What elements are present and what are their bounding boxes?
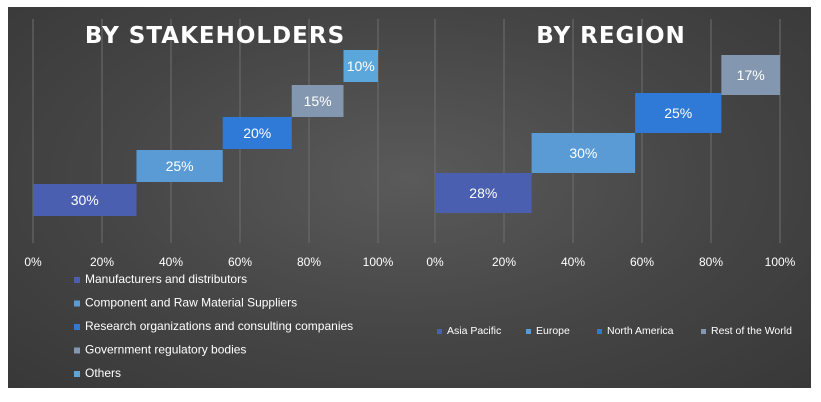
stakeholders-x-tick-label: 40% — [159, 255, 183, 269]
stakeholders-bar — [291, 85, 344, 117]
region-legend-swatch — [437, 329, 442, 334]
region-legend-label: Europe — [536, 325, 570, 337]
stakeholders-x-tick-label: 100% — [363, 255, 394, 269]
stakeholders-x-tick-label: 60% — [228, 255, 252, 269]
stakeholders-x-tick-label: 20% — [90, 255, 114, 269]
stakeholders-legend-label: Government regulatory bodies — [85, 343, 246, 357]
stakeholders-bar-data-label: 25% — [166, 158, 194, 174]
region-legend-label: Asia Pacific — [447, 325, 501, 337]
stakeholders-bar-data-label: 10% — [347, 58, 375, 74]
stakeholders-legend-label: Others — [85, 366, 121, 380]
stakeholders-legend-swatch — [74, 324, 80, 330]
region-bar — [435, 173, 532, 213]
stakeholders-bar-data-label: 15% — [304, 93, 332, 109]
region-legend-swatch — [526, 329, 531, 334]
stakeholders-bar — [33, 184, 137, 216]
stakeholders-bar-data-label: 30% — [71, 192, 99, 208]
region-chart-title: BY REGION — [536, 23, 686, 49]
region-x-tick-label: 40% — [561, 255, 585, 269]
stakeholders-chart-title: BY STAKEHOLDERS — [85, 23, 345, 49]
region-legend-label: Rest of the World — [711, 325, 792, 337]
region-bar — [721, 55, 780, 95]
region-legend-swatch — [597, 329, 602, 334]
region-bar-data-label: 17% — [737, 67, 765, 83]
region-bar-data-label: 30% — [569, 145, 597, 161]
region-x-tick-label: 20% — [492, 255, 516, 269]
stakeholders-bar — [343, 50, 378, 82]
stakeholders-x-tick-label: 80% — [297, 255, 321, 269]
stakeholders-bar — [136, 150, 223, 182]
stakeholders-legend-label: Component and Raw Material Suppliers — [85, 296, 297, 310]
stakeholders-bar-data-label: 20% — [243, 125, 271, 141]
region-legend-label: North America — [607, 325, 674, 337]
region-bar-data-label: 28% — [469, 185, 497, 201]
region-bar — [635, 93, 722, 133]
region-legend-swatch — [701, 329, 706, 334]
charts-svg: 0% 20% 40% 60% 80% 100% BY STAKEHOLDERS 30% 25% 2… — [24, 19, 796, 380]
chart-canvas: 0% 20% 40% 60% 80% 100% BY STAKEHOLDERS 30% 25% 2… — [8, 7, 811, 388]
stakeholders-bar — [222, 117, 292, 149]
stakeholders-legend-swatch — [74, 371, 80, 377]
stakeholders-legend-swatch — [74, 300, 80, 307]
stakeholders-legend-swatch — [74, 347, 80, 354]
region-x-tick-label: 60% — [630, 255, 654, 269]
region-x-tick-label: 100% — [765, 255, 796, 269]
region-x-tick-label: 80% — [699, 255, 723, 269]
region-x-tick-label: 0% — [426, 255, 444, 269]
stakeholders-x-tick-label: 0% — [24, 255, 42, 269]
region-bar — [531, 133, 636, 173]
stakeholders-legend-swatch — [74, 277, 80, 283]
stakeholders-legend-label: Research organizations and consulting co… — [85, 319, 353, 333]
region-bar-data-label: 25% — [664, 105, 692, 121]
stakeholders-legend-label: Manufacturers and distributors — [85, 272, 247, 286]
